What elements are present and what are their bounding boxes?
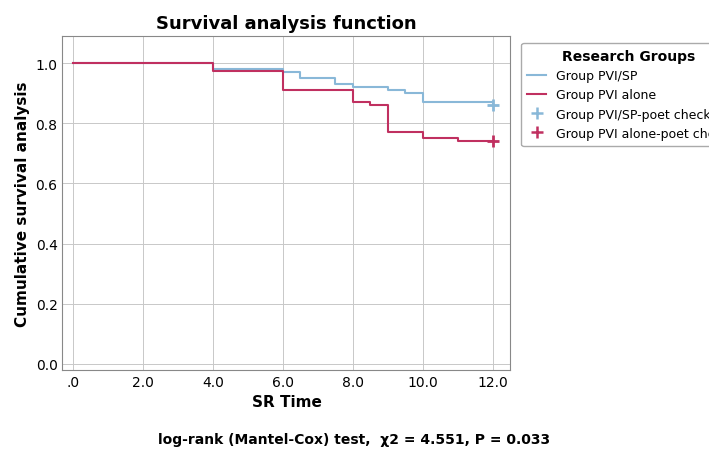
Legend: Group PVI/SP, Group PVI alone, Group PVI/SP-poet check, Group PVI alone-poet che: Group PVI/SP, Group PVI alone, Group PVI… xyxy=(521,43,709,147)
X-axis label: SR Time: SR Time xyxy=(252,394,321,409)
Text: log-rank (Mantel-Cox) test,  χ2 = 4.551, P = 0.033: log-rank (Mantel-Cox) test, χ2 = 4.551, … xyxy=(158,433,551,446)
Y-axis label: Cumulative survival analysis: Cumulative survival analysis xyxy=(15,81,30,326)
Title: Survival analysis function: Survival analysis function xyxy=(156,15,417,33)
